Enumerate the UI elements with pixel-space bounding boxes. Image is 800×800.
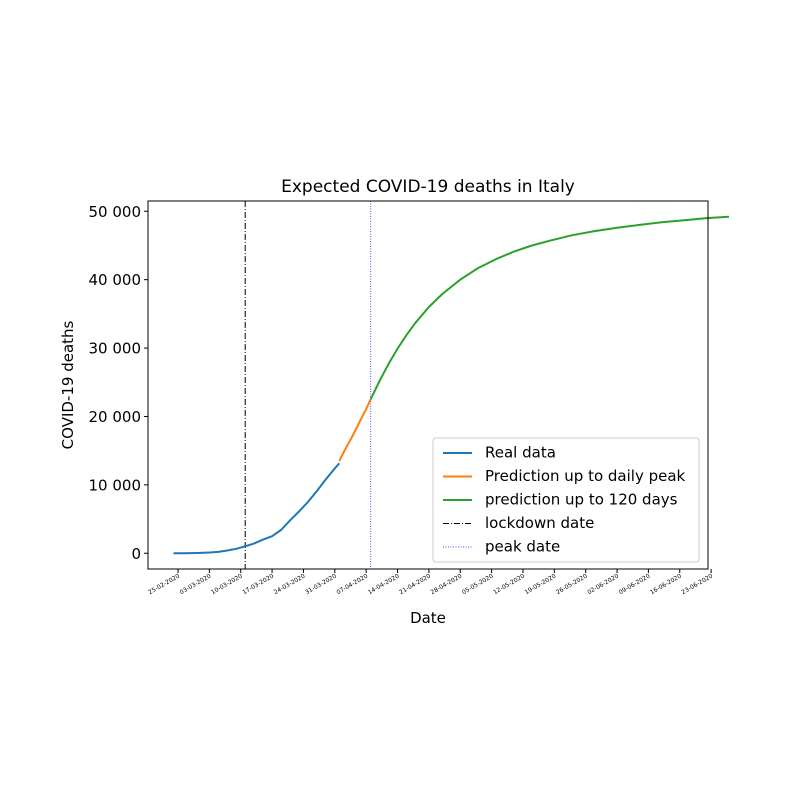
x-tick-label: 02-06-2020 [586, 573, 620, 597]
x-tick-label: 05-05-2020 [461, 573, 495, 597]
y-tick-label: 50 000 [89, 203, 142, 221]
x-tick-label: 21-04-2020 [398, 573, 432, 597]
legend-box [432, 437, 700, 563]
x-tick-label: 26-05-2020 [555, 573, 589, 597]
chart-title: Expected COVID-19 deaths in Italy [281, 177, 575, 197]
y-axis-label: COVID-19 deaths [59, 320, 77, 449]
x-tick-label: 25-02-2020 [147, 573, 181, 597]
legend: Real data Prediction up to daily peak pred… [432, 437, 700, 563]
y-tick-label: 10 000 [89, 476, 142, 494]
y-tick-label: 20 000 [89, 408, 142, 426]
y-tick-label: 30 000 [89, 340, 142, 358]
x-tick-label: 17-03-2020 [241, 573, 275, 597]
axes-frame [147, 200, 709, 570]
x-axis: 25-02-202003-03-202010-03-202017-03-2020… [147, 569, 714, 596]
x-tick-label: 10-03-2020 [210, 573, 244, 597]
y-axis: 0 10 000 20 000 30 000 40 000 50 000 [89, 203, 148, 563]
x-tick-label: 19-05-2020 [524, 573, 558, 597]
x-tick-label: 07-04-2020 [335, 573, 369, 597]
x-tick-label: 14-04-2020 [367, 573, 401, 597]
legend-label: Real data [485, 444, 556, 462]
x-tick-label: 31-03-2020 [304, 573, 338, 597]
x-tick-label: 24-03-2020 [273, 573, 307, 597]
legend-label: lockdown date [485, 514, 594, 532]
x-tick-label: 12-05-2020 [492, 573, 526, 597]
x-tick-label: 09-06-2020 [618, 573, 652, 597]
x-tick-label: 28-04-2020 [430, 573, 464, 597]
series-line-2 [369, 215, 730, 400]
legend-label: prediction up to 120 days [485, 491, 678, 509]
legend-label: peak date [485, 538, 560, 556]
y-tick-label: 40 000 [89, 271, 142, 289]
plot-area [173, 201, 730, 569]
series-line-0 [173, 462, 341, 555]
legend-label: Prediction up to daily peak [485, 467, 686, 485]
x-tick-label: 03-03-2020 [179, 573, 213, 597]
x-tick-label: 23-06-2020 [680, 573, 714, 597]
x-axis-label: Date [410, 609, 446, 627]
y-tick-label: 0 [131, 545, 141, 563]
x-tick-label: 16-06-2020 [649, 573, 683, 597]
series-line-1 [338, 398, 372, 462]
